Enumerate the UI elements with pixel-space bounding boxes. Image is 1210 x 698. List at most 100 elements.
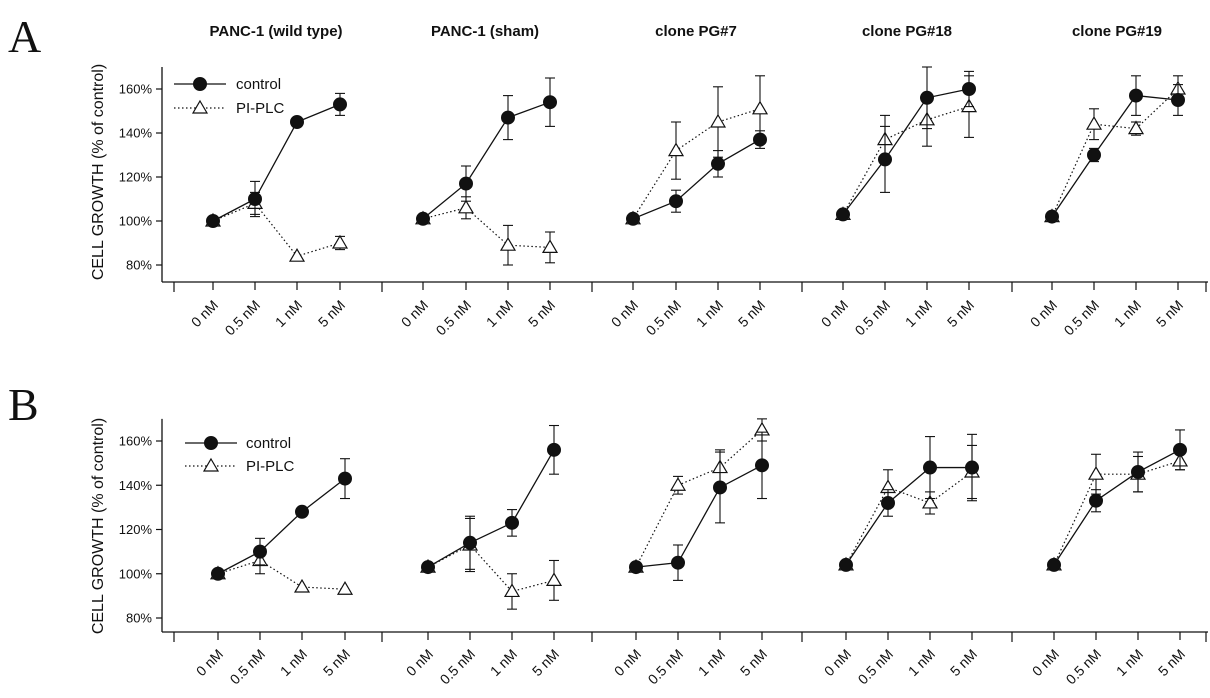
control-point-a-4-0: [1045, 209, 1059, 224]
x-tick-label-b-1-3: 5 nM: [529, 646, 562, 679]
control-point-b-3-0: [839, 557, 853, 572]
control-point-b-1-2: [505, 515, 519, 530]
piplc-point-a-1-3: [541, 239, 559, 253]
group-b-4: 0 nM 0.5 nM 1 nM 5 nM: [1029, 429, 1188, 688]
legend-b-control-label: control: [246, 435, 291, 452]
group-a-0: 0 nM 0.5 nM 1 nM 5 nM: [188, 92, 348, 339]
x-tick-label-a-0-3: 5 nM: [315, 297, 348, 330]
piplc-point-a-2-3: [751, 100, 769, 115]
group-title-pg18: clone PG#18: [862, 23, 952, 40]
control-point-a-3-1: [878, 152, 892, 167]
group-title-sham: PANC-1 (sham): [431, 23, 539, 40]
legend-b-control-marker: [204, 436, 218, 450]
x-tick-label-b-2-1: 0.5 nM: [645, 646, 687, 688]
x-tick-label-a-4-3: 5 nM: [1153, 297, 1186, 330]
x-tick-label-a-1-0: 0 nM: [398, 297, 431, 330]
control-point-b-1-3: [547, 442, 561, 457]
control-point-b-3-1: [881, 495, 895, 510]
control-point-a-1-3: [543, 95, 557, 110]
control-line-b-2: [635, 464, 763, 568]
legend-b-piplc-label: PI-PLC: [246, 458, 295, 475]
piplc-point-b-0-3: [336, 581, 354, 595]
piplc-line-a-3: [842, 106, 970, 215]
x-tick-label-b-4-1: 0.5 nM: [1063, 646, 1105, 688]
piplc-point-b-4-1: [1087, 465, 1105, 480]
control-point-a-1-0: [416, 211, 430, 226]
x-tick-label-b-4-3: 5 nM: [1155, 646, 1188, 679]
x-tick-label-a-0-2: 1 nM: [272, 297, 305, 330]
control-point-a-3-2: [920, 90, 934, 105]
control-point-b-0-1: [253, 544, 267, 559]
piplc-point-a-4-1: [1085, 116, 1103, 130]
x-tick-label-a-3-3: 5 nM: [944, 297, 977, 330]
group-b-1: 0 nM 0.5 nM 1 nM 5 nM: [403, 424, 563, 688]
group-a-2: 0 nM 0.5 nM 1 nM 5 nM: [608, 75, 769, 339]
piplc-point-a-2-1: [667, 142, 685, 157]
x-tick-label-a-2-2: 1 nM: [693, 297, 726, 330]
x-tick-label-a-0-1: 0.5 nM: [222, 297, 264, 339]
control-point-b-0-3: [338, 471, 352, 486]
piplc-point-b-1-3: [545, 572, 563, 586]
panel-letter-a: A: [8, 11, 41, 62]
piplc-point-a-1-2: [499, 237, 517, 251]
control-point-a-4-1: [1087, 148, 1101, 162]
x-tick-label-b-2-0: 0 nM: [611, 646, 644, 679]
legend-a-control-marker: [193, 77, 207, 91]
x-tick-label-b-4-2: 1 nM: [1113, 646, 1146, 679]
x-tick-label-a-4-2: 1 nM: [1111, 297, 1144, 330]
piplc-line-a-4: [1051, 88, 1179, 217]
control-line-a-4: [1051, 94, 1179, 217]
x-tick-label-b-2-2: 1 nM: [695, 646, 728, 679]
x-tick-label-a-4-0: 0 nM: [1027, 297, 1060, 330]
piplc-line-b-4: [1053, 460, 1181, 566]
x-tick-label-b-1-0: 0 nM: [403, 646, 436, 679]
x-tick-label-b-4-0: 0 nM: [1029, 646, 1062, 679]
piplc-point-a-2-2: [709, 113, 727, 128]
panel-letter-b: B: [8, 379, 39, 430]
piplc-line-a-1: [422, 207, 551, 248]
x-tick-label-b-2-3: 5 nM: [737, 646, 770, 679]
piplc-line-a-2: [632, 108, 761, 220]
control-point-b-2-2: [713, 480, 727, 495]
piplc-point-b-3-2: [921, 494, 939, 509]
control-line-b-3: [845, 466, 972, 566]
control-point-a-2-3: [753, 132, 767, 147]
control-point-a-2-0: [626, 211, 640, 226]
y-tick-label-a-100: 100%: [119, 214, 153, 229]
y-tick-label-a-160: 160%: [119, 82, 153, 97]
control-point-a-0-3: [333, 97, 347, 112]
piplc-line-b-0: [217, 559, 346, 590]
control-point-a-3-0: [836, 207, 850, 222]
x-tick-label-a-1-2: 1 nM: [483, 297, 516, 330]
y-tick-label-b-140: 140%: [119, 478, 153, 493]
y-axis-label-b: CELL GROWTH (% of control): [90, 418, 107, 634]
control-point-b-1-1: [463, 535, 477, 550]
control-line-a-1: [422, 101, 551, 220]
control-point-a-4-3: [1171, 93, 1185, 107]
y-tick-label-a-140: 140%: [119, 126, 153, 141]
control-point-b-2-1: [671, 555, 685, 570]
x-tick-label-b-3-0: 0 nM: [821, 646, 854, 679]
control-point-a-0-1: [248, 192, 262, 206]
legend-a-piplc-marker: [191, 99, 209, 114]
y-tick-label-b-160: 160%: [119, 434, 153, 449]
x-tick-label-a-2-1: 0.5 nM: [643, 297, 685, 339]
x-tick-label-b-0-1: 0.5 nM: [227, 646, 269, 688]
control-point-a-4-2: [1129, 88, 1143, 103]
x-tick-label-a-3-2: 1 nM: [902, 297, 935, 330]
x-tick-label-b-3-2: 1 nM: [905, 646, 938, 679]
control-point-b-4-1: [1089, 493, 1103, 508]
control-line-a-2: [632, 139, 761, 220]
legend-b: control PI-PLC: [185, 435, 295, 475]
piplc-point-b-1-2: [503, 583, 521, 598]
x-tick-label-b-0-3: 5 nM: [320, 646, 353, 679]
control-line-a-0: [212, 103, 341, 222]
control-point-a-3-3: [962, 82, 976, 96]
control-point-b-0-0: [211, 566, 225, 581]
group-b-3: 0 nM 0.5 nM 1 nM 5 nM: [821, 433, 980, 687]
piplc-point-a-4-2: [1127, 120, 1145, 135]
group-b-0: 0 nM 0.5 nM 1 nM 5 nM: [193, 458, 354, 688]
x-tick-label-a-3-1: 0.5 nM: [852, 297, 894, 339]
x-tick-label-b-1-1: 0.5 nM: [437, 646, 479, 688]
